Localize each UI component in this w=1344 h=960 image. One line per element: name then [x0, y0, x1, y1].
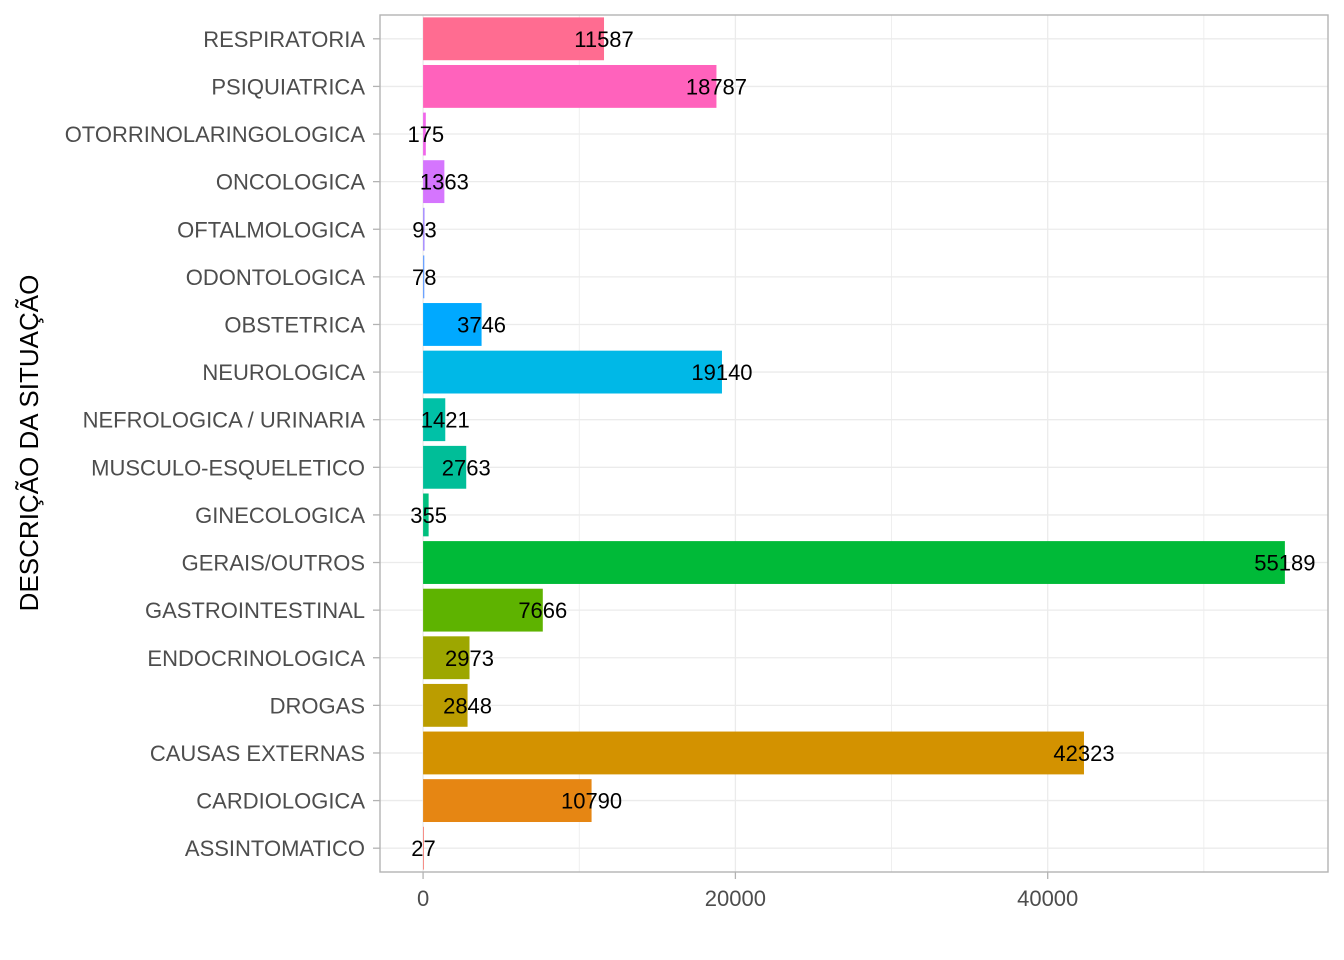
data-label: 93: [412, 217, 436, 242]
value-axis: 0 20000 40000: [417, 872, 1078, 911]
bar: [423, 826, 424, 870]
x-tick-label: 20000: [705, 886, 766, 911]
bar: [423, 160, 445, 204]
data-label: 78: [412, 265, 436, 290]
data-label: 55189: [1254, 551, 1315, 576]
bar: [423, 255, 425, 299]
bar: [423, 17, 605, 61]
category-label: OFTALMOLOGICA: [177, 217, 365, 242]
data-label: 7666: [518, 598, 567, 623]
category-label: GERAIS/OUTROS: [182, 551, 365, 576]
category-label: ENDOCRINOLOGICA: [147, 646, 365, 671]
bar: [423, 779, 592, 823]
bar: [423, 636, 470, 680]
category-label: PSIQUIATRICA: [211, 74, 365, 99]
data-label: 3746: [457, 312, 506, 337]
data-label: 27: [411, 836, 435, 861]
x-tick-label: 0: [417, 886, 429, 911]
panel-border: [379, 14, 1329, 873]
bar: [423, 112, 426, 156]
data-label: 1421: [421, 408, 470, 433]
bar: [423, 493, 429, 537]
data-label: 2973: [445, 646, 494, 671]
category-label: CARDIOLOGICA: [196, 789, 365, 814]
data-label: 11587: [574, 27, 634, 52]
bar: [423, 398, 446, 442]
bar: [423, 445, 467, 489]
data-label: 175: [407, 122, 444, 147]
category-label: OTORRINOLARINGOLOGICA: [65, 122, 366, 147]
bar: [423, 588, 543, 632]
bar: [423, 207, 425, 251]
data-label: 10790: [561, 789, 622, 814]
data-label: 1363: [420, 170, 469, 195]
category-label: CAUSAS EXTERNAS: [150, 741, 365, 766]
data-label: 18787: [686, 74, 747, 99]
data-labels: 11587 18787 175 1363 93 78 3746 19140 1421 2763 35…: [407, 27, 1315, 861]
bar: [423, 683, 468, 727]
category-label: DROGAS: [270, 693, 365, 718]
category-label: GASTROINTESTINAL: [145, 598, 365, 623]
category-label: NEUROLOGICA: [202, 360, 365, 385]
data-label: 2848: [443, 693, 492, 718]
y-axis-title: DESCRIÇÃO DA SITUAÇÃO: [14, 275, 44, 612]
category-label: NEFROLOGICA / URINARIA: [83, 408, 366, 433]
category-label: GINECOLOGICA: [195, 503, 365, 528]
category-label: ASSINTOMATICO: [185, 836, 365, 861]
category-label: ONCOLOGICA: [216, 170, 365, 195]
bars: [423, 17, 1285, 870]
x-tick-label: 40000: [1017, 886, 1078, 911]
category-label: MUSCULO-ESQUELETICO: [91, 455, 365, 480]
data-label: 19140: [691, 360, 752, 385]
data-label: 2763: [442, 455, 491, 480]
bar: [423, 541, 1285, 584]
category-axis: RESPIRATORIA PSIQUIATRICA OTORRINOLARINGOL…: [65, 27, 380, 861]
data-label: 42323: [1053, 741, 1114, 766]
bar: [423, 350, 722, 394]
category-label: OBSTETRICA: [224, 312, 365, 337]
bar: [423, 731, 1084, 775]
bar: [423, 303, 482, 346]
category-label: RESPIRATORIA: [203, 27, 365, 52]
bar: [423, 64, 717, 108]
category-label: ODONTOLOGICA: [186, 265, 366, 290]
data-label: 355: [410, 503, 447, 528]
